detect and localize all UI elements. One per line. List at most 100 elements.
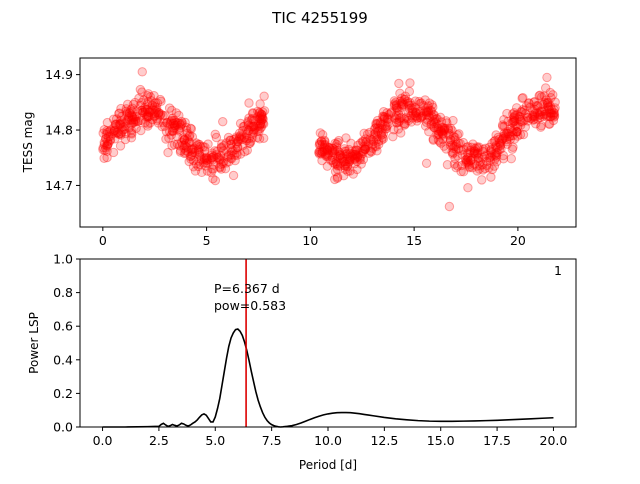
- light-curve-point: [323, 148, 333, 158]
- light-curve-point: [493, 142, 503, 153]
- light-curve-point: [504, 131, 515, 142]
- light-curve-y-ticks: 14.7 14.8 14.9: [45, 67, 80, 193]
- light-curve-point: [335, 158, 345, 169]
- light-curve-point: [221, 147, 232, 157]
- light-curve-point: [342, 166, 353, 177]
- light-curve-point: [334, 147, 345, 158]
- light-curve-point: [163, 147, 173, 158]
- light-curve-point: [425, 106, 436, 116]
- light-curve-point: [545, 108, 556, 118]
- light-curve-point: [242, 145, 252, 156]
- light-curve-point: [152, 98, 163, 108]
- light-curve-point: [372, 123, 383, 133]
- light-curve-point: [426, 105, 437, 116]
- light-curve-point: [389, 125, 399, 135]
- light-curve-point: [107, 128, 118, 139]
- light-curve-point: [317, 147, 328, 157]
- light-curve-point: [169, 139, 180, 150]
- light-curve-point: [497, 120, 508, 130]
- light-curve-point: [506, 154, 516, 164]
- light-curve-point: [232, 150, 242, 160]
- light-curve-point: [226, 154, 237, 164]
- light-curve-point: [255, 114, 265, 124]
- light-curve-point: [424, 127, 434, 137]
- light-curve-point: [372, 146, 382, 156]
- light-curve-point: [248, 121, 259, 131]
- light-curve-point: [516, 120, 526, 130]
- light-curve-point: [331, 156, 341, 167]
- light-curve-point: [216, 143, 226, 153]
- light-curve-point: [325, 143, 335, 153]
- light-curve-point: [535, 107, 545, 117]
- light-curve-point: [158, 118, 169, 128]
- light-curve-point: [505, 124, 516, 134]
- light-curve-point: [503, 127, 513, 137]
- light-curve-point: [473, 153, 483, 163]
- light-curve-point: [491, 150, 502, 160]
- light-curve-x-ticks: 0 5 10 15 20: [99, 227, 526, 248]
- light-curve-point: [194, 150, 205, 160]
- light-curve-point: [208, 151, 219, 162]
- light-curve-point: [455, 138, 465, 149]
- light-curve-point: [114, 109, 124, 119]
- light-curve-point: [176, 119, 187, 130]
- light-curve-point: [231, 138, 242, 149]
- light-curve-point: [511, 127, 522, 137]
- light-curve-point: [524, 98, 534, 109]
- light-curve-point: [534, 110, 544, 120]
- light-curve-point: [155, 110, 165, 120]
- light-curve-point: [399, 118, 409, 129]
- light-curve-point: [543, 102, 554, 112]
- light-curve-point: [185, 151, 196, 162]
- light-curve-point: [373, 127, 383, 137]
- light-curve-point: [211, 132, 222, 143]
- light-curve-point: [448, 131, 459, 142]
- light-curve-point: [257, 114, 268, 124]
- light-curve-point: [423, 106, 434, 116]
- light-curve-point: [463, 183, 473, 193]
- light-curve-point: [417, 111, 428, 121]
- light-curve-point: [102, 127, 112, 138]
- light-curve-point: [193, 161, 204, 172]
- light-curve-point: [489, 161, 500, 171]
- light-curve-point: [391, 103, 402, 113]
- light-curve-point: [480, 163, 490, 174]
- light-curve-point: [342, 151, 352, 161]
- light-curve-point: [254, 121, 265, 131]
- light-curve-point: [174, 110, 184, 121]
- light-curve-point: [198, 142, 208, 152]
- light-curve-point: [250, 123, 260, 133]
- light-curve-point: [378, 129, 388, 139]
- light-curve-point: [111, 114, 122, 124]
- light-curve-point: [378, 134, 389, 144]
- light-curve-point: [247, 114, 258, 124]
- light-curve-point: [232, 148, 242, 158]
- light-curve-point: [510, 121, 520, 131]
- light-curve-point: [100, 145, 110, 155]
- light-curve-point: [333, 161, 343, 171]
- light-curve-point: [447, 125, 457, 136]
- light-curve-point: [223, 132, 234, 143]
- light-curve-point: [359, 144, 370, 154]
- light-curve-point: [255, 118, 265, 129]
- x-tick-label: 5: [203, 233, 211, 248]
- light-curve-point: [549, 108, 559, 119]
- light-curve-point: [121, 106, 131, 116]
- light-curve-point: [475, 157, 486, 167]
- light-curve-point: [531, 119, 541, 129]
- light-curve-point: [473, 156, 484, 166]
- light-curve-point: [121, 104, 131, 114]
- light-curve-point: [360, 144, 370, 154]
- light-curve-point: [114, 128, 124, 139]
- light-curve-point: [342, 149, 352, 159]
- light-curve-point: [114, 119, 124, 130]
- light-curve-point: [466, 155, 476, 165]
- light-curve-point: [482, 160, 492, 170]
- light-curve-point: [256, 109, 266, 119]
- light-curve-point: [528, 106, 539, 116]
- light-curve-point: [196, 154, 206, 164]
- light-curve-point: [339, 171, 349, 181]
- light-curve-point: [486, 151, 497, 161]
- light-curve-point: [322, 145, 333, 156]
- light-curve-point: [207, 164, 217, 174]
